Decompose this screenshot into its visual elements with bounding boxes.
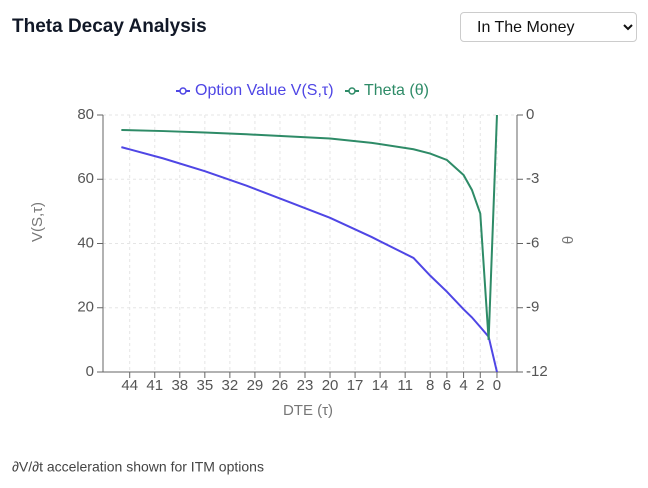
x-tick-label: 32 — [222, 377, 239, 394]
x-tick-label: 41 — [146, 377, 163, 394]
moneyness-select[interactable]: In The Money — [460, 12, 637, 42]
legend-label: Theta (θ) — [364, 82, 429, 99]
x-tick-label: 0 — [493, 377, 501, 394]
y2-tick-label: -6 — [526, 234, 539, 251]
x-tick-label: 35 — [196, 377, 213, 394]
y-tick-label: 20 — [77, 299, 94, 316]
x-tick-label: 23 — [297, 377, 314, 394]
x-tick-label: 29 — [247, 377, 264, 394]
series-line — [121, 114, 498, 340]
x-tick-label: 6 — [443, 377, 451, 394]
series-line — [121, 146, 498, 373]
x-tick-label: 38 — [171, 377, 188, 394]
y-tick-label: 0 — [86, 363, 94, 380]
y2-tick-label: -3 — [526, 170, 539, 187]
legend-marker — [179, 87, 187, 95]
y-axis-label: V(S,τ) — [29, 202, 46, 242]
y2-tick-label: -9 — [526, 299, 539, 316]
x-tick-label: 44 — [121, 377, 138, 394]
x-tick-label: 2 — [476, 377, 484, 394]
x-tick-label: 4 — [459, 377, 467, 394]
footnote: ∂V/∂t acceleration shown for ITM options — [12, 459, 264, 475]
y2-tick-label: 0 — [526, 106, 534, 123]
x-axis-label: DTE (τ) — [283, 402, 333, 419]
y-tick-label: 40 — [77, 234, 94, 251]
x-tick-label: 14 — [372, 377, 389, 394]
chart-title: Theta Decay Analysis — [12, 16, 207, 37]
x-tick-label: 26 — [272, 377, 289, 394]
legend-label: Option Value V(S,τ) — [195, 82, 334, 99]
y2-tick-label: -12 — [526, 363, 548, 380]
x-tick-label: 20 — [322, 377, 339, 394]
y-tick-label: 60 — [77, 170, 94, 187]
x-tick-label: 8 — [426, 377, 434, 394]
x-tick-label: 17 — [347, 377, 364, 394]
x-tick-label: 11 — [397, 377, 413, 394]
y-tick-label: 80 — [77, 106, 94, 123]
y2-axis-label: θ — [558, 236, 575, 244]
legend-marker — [348, 87, 356, 95]
